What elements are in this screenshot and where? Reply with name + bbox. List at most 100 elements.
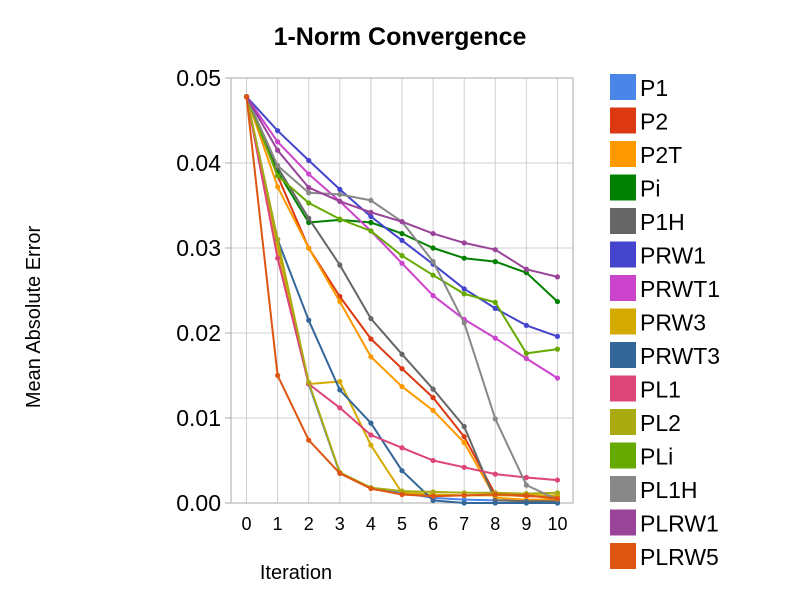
ytick-label: 0.04 [176,150,221,176]
legend-label: PL2 [640,410,681,436]
data-point [337,405,343,411]
data-point [523,500,529,506]
data-point [461,286,467,292]
data-point [430,272,436,278]
data-point [554,333,561,339]
chart-title: 1-Norm Convergence [274,23,527,51]
data-point [523,482,529,488]
data-point [554,274,561,280]
data-point [399,383,405,390]
data-point [430,395,436,401]
legend-swatch [610,275,636,301]
legend-swatch [610,141,636,167]
series-pli [243,94,561,356]
data-point [399,366,405,372]
data-point [306,200,312,206]
data-point [523,266,529,272]
data-point [368,228,374,234]
data-point [492,259,498,265]
data-point [430,259,436,265]
data-point [337,470,343,476]
data-point [275,173,281,179]
legend-item: PRW3 [610,308,706,336]
legend-swatch [610,509,636,536]
plot-series [243,94,561,506]
data-point [399,351,405,357]
legend-swatch [610,74,636,100]
legend-label: P1H [640,209,685,235]
y-axis-label: Mean Absolute Error [23,226,45,409]
xtick-label: 8 [490,514,500,534]
x-axis-label: Iteration [260,562,332,584]
legend-swatch [610,308,636,335]
data-point [430,497,436,504]
data-point [523,355,529,362]
xtick-label: 10 [547,514,567,534]
data-point [523,474,529,481]
legend-item: PL2 [610,409,681,436]
legend-item: P2T [610,141,682,168]
series-plrw5 [243,94,561,502]
legend-label: P1 [640,75,668,101]
legend-swatch [610,208,636,234]
legend-label: P2T [640,142,682,168]
data-point [306,171,312,177]
data-point [275,147,281,153]
xtick-label: 9 [521,514,531,534]
data-point [275,184,281,190]
legend-swatch [610,409,636,435]
legend-swatch [610,476,636,502]
plot-border [230,77,574,504]
xtick-label: 4 [366,514,376,534]
legend-item: PRW1 [610,241,706,269]
data-point [368,336,374,342]
xtick-label: 7 [459,514,469,534]
data-point [306,245,312,251]
data-point [368,485,374,492]
data-point [554,490,561,496]
data-point [337,216,343,222]
legend-item: PRWT1 [610,275,720,302]
data-point [399,445,405,451]
legend-swatch [610,342,636,368]
series-pl1 [243,94,561,483]
data-point [368,420,374,426]
data-point [306,317,312,323]
data-point [430,489,436,495]
legend-label: PL1 [640,377,681,403]
legend-item: PRWT3 [610,342,720,369]
data-point [275,128,281,134]
data-point [368,432,374,438]
legend-item: Pi [610,174,660,202]
legend-swatch [610,241,636,268]
data-point [554,298,561,305]
data-point [368,219,374,226]
legend-item: PL1 [610,375,681,403]
data-point [461,440,467,446]
data-point [306,185,312,191]
data-point [275,139,281,145]
data-point [461,255,467,261]
data-point [430,457,436,464]
legend-label: PLi [640,444,673,470]
data-point [461,464,467,470]
data-point [337,387,343,393]
data-point [492,335,498,341]
data-point [430,245,436,251]
data-point [399,260,405,266]
ytick-label: 0.01 [176,405,221,431]
ytick-label: 0.05 [176,65,221,91]
data-point [492,247,498,253]
data-point [492,500,498,506]
legend-label: PLRW1 [640,511,719,537]
data-point [368,442,374,448]
data-point [554,346,561,352]
data-point [461,423,467,430]
legend-item: P1 [610,74,668,101]
data-point [523,350,529,356]
ytick-label: 0.02 [176,320,221,346]
data-point [492,305,498,311]
data-point [492,491,498,498]
data-point [430,407,436,413]
